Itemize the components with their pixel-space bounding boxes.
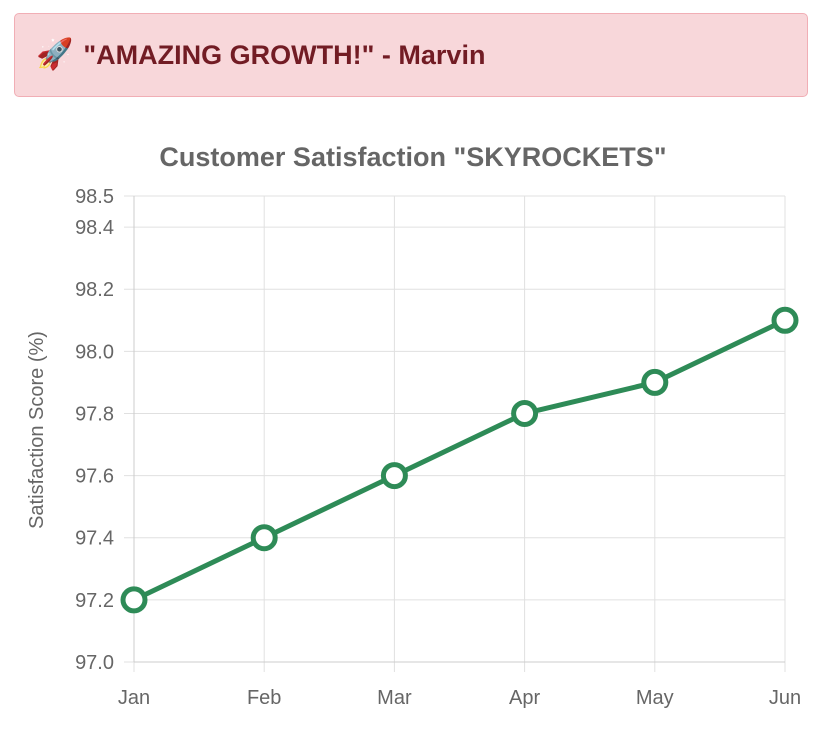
data-point[interactable] bbox=[511, 399, 539, 427]
x-tick-label: Feb bbox=[247, 687, 281, 709]
series-group bbox=[120, 306, 799, 614]
series-line bbox=[132, 318, 787, 603]
x-tick-label: Jun bbox=[769, 687, 801, 709]
axes bbox=[133, 196, 785, 663]
x-tick-label: May bbox=[636, 687, 674, 709]
data-point[interactable] bbox=[120, 586, 148, 614]
y-tick-label: 98.0 bbox=[75, 341, 114, 363]
line-chart: Customer Satisfaction "SKYROCKETS" Satis… bbox=[26, 142, 801, 709]
x-tick-label: Jan bbox=[118, 687, 150, 709]
y-tick-label: 97.0 bbox=[75, 652, 114, 674]
data-point[interactable] bbox=[250, 524, 278, 552]
y-tick-label: 97.6 bbox=[75, 466, 114, 488]
chart-title: Customer Satisfaction "SKYROCKETS" bbox=[159, 142, 666, 172]
rocket-icon: 🚀 bbox=[36, 38, 74, 71]
y-axis-label: Satisfaction Score (%) bbox=[26, 331, 48, 529]
y-tick-label: 98.4 bbox=[75, 217, 114, 239]
x-tick-label: Apr bbox=[509, 687, 540, 709]
data-point[interactable] bbox=[641, 368, 669, 396]
y-tick-label: 97.8 bbox=[75, 403, 114, 425]
y-tick-label: 97.2 bbox=[75, 590, 114, 612]
y-tick-label: 98.5 bbox=[75, 186, 114, 208]
banner-quote: "AMAZING GROWTH!" - Marvin bbox=[83, 39, 486, 70]
grid-lines bbox=[124, 195, 786, 672]
alert-banner: 🚀 "AMAZING GROWTH!" - Marvin bbox=[14, 13, 808, 97]
y-tick-labels: 97.0 97.2 97.4 97.6 97.8 98.0 98.2 98.4 98.5 bbox=[75, 186, 114, 674]
data-point[interactable] bbox=[771, 306, 799, 334]
data-point[interactable] bbox=[380, 462, 408, 490]
x-tick-labels: Jan Feb Mar Apr May Jun bbox=[118, 687, 801, 709]
chart-container: Customer Satisfaction "SKYROCKETS" Satis… bbox=[0, 120, 826, 726]
x-tick-label: Mar bbox=[377, 687, 412, 709]
y-tick-label: 98.2 bbox=[75, 279, 114, 301]
y-tick-label: 97.4 bbox=[75, 528, 114, 550]
